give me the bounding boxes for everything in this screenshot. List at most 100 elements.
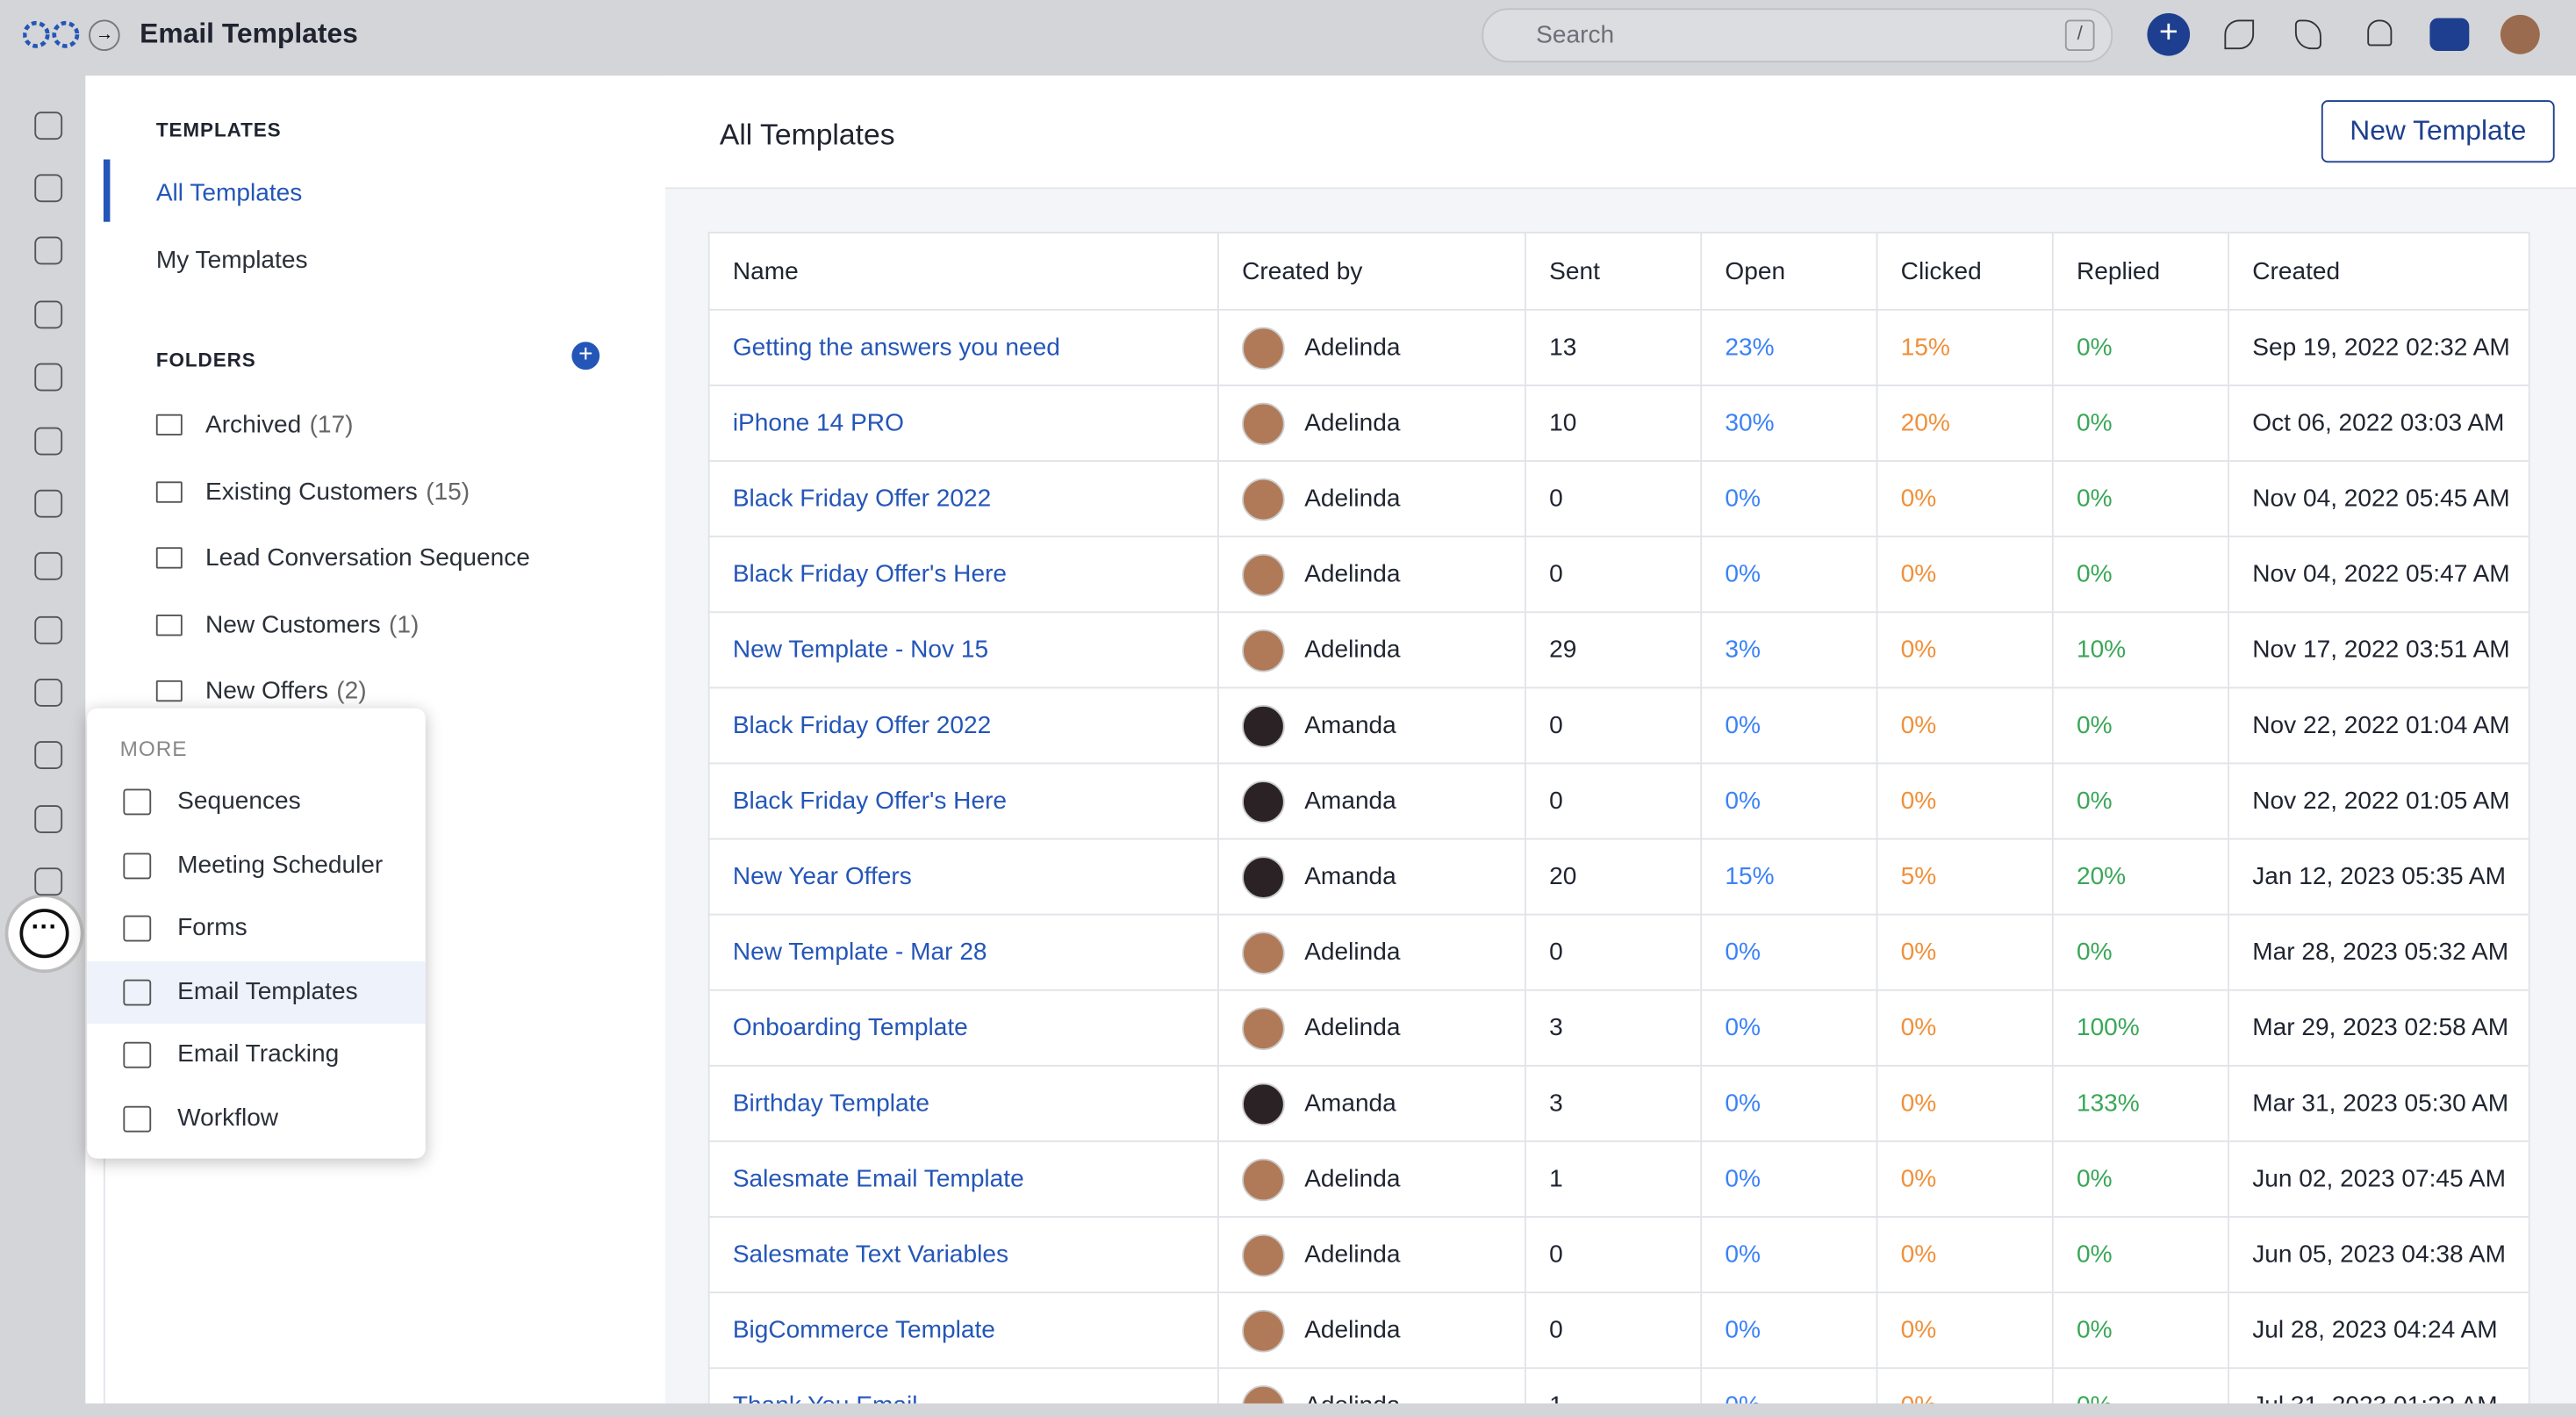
cell-text: 3 [1549, 1013, 1563, 1042]
nav-icon[interactable] [34, 551, 63, 580]
cell-text: Black Friday Offer's Here [732, 787, 1008, 816]
table-cell: 0% [1700, 1216, 1878, 1294]
nav-icon[interactable] [34, 363, 63, 392]
table-cell: 0% [1876, 1064, 2054, 1142]
table-cell: Adelinda [1217, 1140, 1526, 1219]
avatar [1242, 1082, 1285, 1126]
nav-link[interactable]: My Templates [155, 246, 308, 275]
overlay-strip [0, 1403, 2576, 1417]
top-bar: → Email Templates Search / + [0, 0, 2576, 76]
column-header: Created by [1217, 231, 1526, 311]
nav-icon[interactable] [34, 300, 63, 329]
expand-button[interactable]: → [89, 19, 120, 52]
cell-text: Nov 04, 2022 05:47 AM [2252, 560, 2510, 589]
cell-text: 30% [1725, 409, 1775, 437]
table-cell: 0% [1700, 989, 1878, 1067]
table-cell[interactable]: Onboarding Template [707, 989, 1219, 1067]
cell-text: New Year Offers [732, 862, 912, 891]
table-cell[interactable]: Black Friday Offer's Here [707, 536, 1219, 614]
nav-icon[interactable] [34, 174, 63, 203]
table-cell: 15% [1700, 838, 1878, 916]
folder-name: Lead Conversation Sequence [205, 543, 530, 572]
folder-item[interactable]: New Offers (2) [155, 678, 367, 706]
folder-item[interactable]: Existing Customers (15) [155, 478, 470, 506]
table-cell[interactable]: New Year Offers [707, 838, 1219, 916]
cell-text: Adelinda [1304, 1012, 1401, 1041]
table-cell[interactable]: Black Friday Offer 2022 [707, 687, 1219, 765]
more-button[interactable]: ··· [8, 897, 81, 970]
add-button[interactable]: + [2147, 12, 2191, 56]
menu-item[interactable]: Sequences [87, 771, 426, 833]
cell-text: 0% [1900, 787, 1937, 816]
table-cell: 0 [1525, 913, 1703, 991]
nav-icon[interactable] [34, 615, 63, 644]
avatar [1242, 855, 1285, 898]
bot-icon[interactable] [2429, 18, 2470, 52]
nav-icon[interactable] [34, 236, 63, 265]
table-cell[interactable]: Salesmate Text Variables [707, 1216, 1219, 1294]
table-cell[interactable]: Black Friday Offer's Here [707, 762, 1219, 840]
cell-text: Black Friday Offer 2022 [732, 485, 992, 514]
menu-item[interactable]: Email Tracking [87, 1024, 426, 1086]
table-cell: 0% [1876, 687, 2054, 765]
nav-icon[interactable] [34, 741, 63, 770]
cell-text: 3 [1549, 1090, 1563, 1118]
folder-item[interactable]: Archived (17) [155, 411, 354, 439]
menu-icon [123, 1104, 152, 1132]
nav-icon[interactable] [34, 111, 63, 140]
table-cell: 0% [2051, 460, 2230, 538]
table-cell[interactable]: New Template - Mar 28 [707, 913, 1219, 991]
cell-text: Adelinda [1304, 937, 1401, 966]
folder-icon [155, 547, 183, 569]
table-cell: 0% [1700, 762, 1878, 840]
cell-text: Adelinda [1304, 559, 1401, 588]
table-cell: 30% [1700, 385, 1878, 462]
table-cell: 0% [2051, 1291, 2230, 1370]
rocket-icon[interactable] [2224, 19, 2255, 50]
table-cell[interactable]: Birthday Template [707, 1064, 1219, 1142]
phone-icon[interactable] [2294, 19, 2321, 50]
table-cell: 20% [2051, 838, 2230, 916]
table-cell[interactable]: BigCommerce Template [707, 1291, 1219, 1370]
folder-icon [155, 680, 183, 702]
avatar [1242, 1006, 1285, 1050]
avatar [1242, 628, 1285, 672]
nav-icon[interactable] [34, 867, 63, 896]
menu-item[interactable]: Forms [87, 897, 426, 960]
cell-text: Black Friday Offer's Here [732, 560, 1008, 589]
folder-item[interactable]: Lead Conversation Sequence [155, 543, 530, 572]
cell-text: Jul 28, 2023 04:24 AM [2252, 1316, 2498, 1345]
cell-text: 3% [1725, 636, 1761, 665]
more-menu: MORE Sequences Meeting Scheduler Forms Emai… [87, 708, 426, 1159]
table-cell: Jul 28, 2023 04:24 AM [2228, 1291, 2530, 1370]
table-cell[interactable]: Black Friday Offer 2022 [707, 460, 1219, 538]
cell-text: 5% [1900, 862, 1937, 891]
menu-item[interactable]: Meeting Scheduler [87, 834, 426, 896]
menu-label: Forms [177, 913, 248, 942]
menu-item[interactable]: Email Templates [87, 960, 426, 1024]
table-cell[interactable]: Getting the answers you need [707, 308, 1219, 386]
folder-item[interactable]: New Customers (1) [155, 611, 420, 639]
nav-link[interactable]: All Templates [155, 179, 303, 207]
table-cell[interactable]: New Template - Nov 15 [707, 611, 1219, 689]
menu-item[interactable]: Workflow [87, 1087, 426, 1149]
table-cell: Amanda [1217, 687, 1526, 765]
table-cell: 0 [1525, 687, 1703, 765]
add-folder[interactable]: + [571, 341, 600, 370]
cell-text: Adelinda [1304, 635, 1401, 664]
table-cell[interactable]: iPhone 14 PRO [707, 385, 1219, 462]
menu-icon [123, 978, 152, 1005]
user-avatar[interactable] [2500, 14, 2540, 54]
column-header: Clicked [1876, 231, 2054, 311]
search-box[interactable]: Search / [1482, 8, 2113, 63]
nav-icon[interactable] [34, 679, 63, 707]
nav-icon[interactable] [34, 427, 63, 456]
new-template-button[interactable]: New Template [2321, 100, 2555, 163]
bell-icon[interactable] [2367, 19, 2393, 47]
nav-icon[interactable] [34, 805, 63, 834]
section-heading: FOLDERS [155, 348, 256, 372]
table-cell: Adelinda [1217, 1216, 1526, 1294]
cell-text: Salesmate Text Variables [732, 1241, 1009, 1270]
table-cell[interactable]: Salesmate Email Template [707, 1140, 1219, 1219]
nav-icon[interactable] [34, 489, 63, 518]
